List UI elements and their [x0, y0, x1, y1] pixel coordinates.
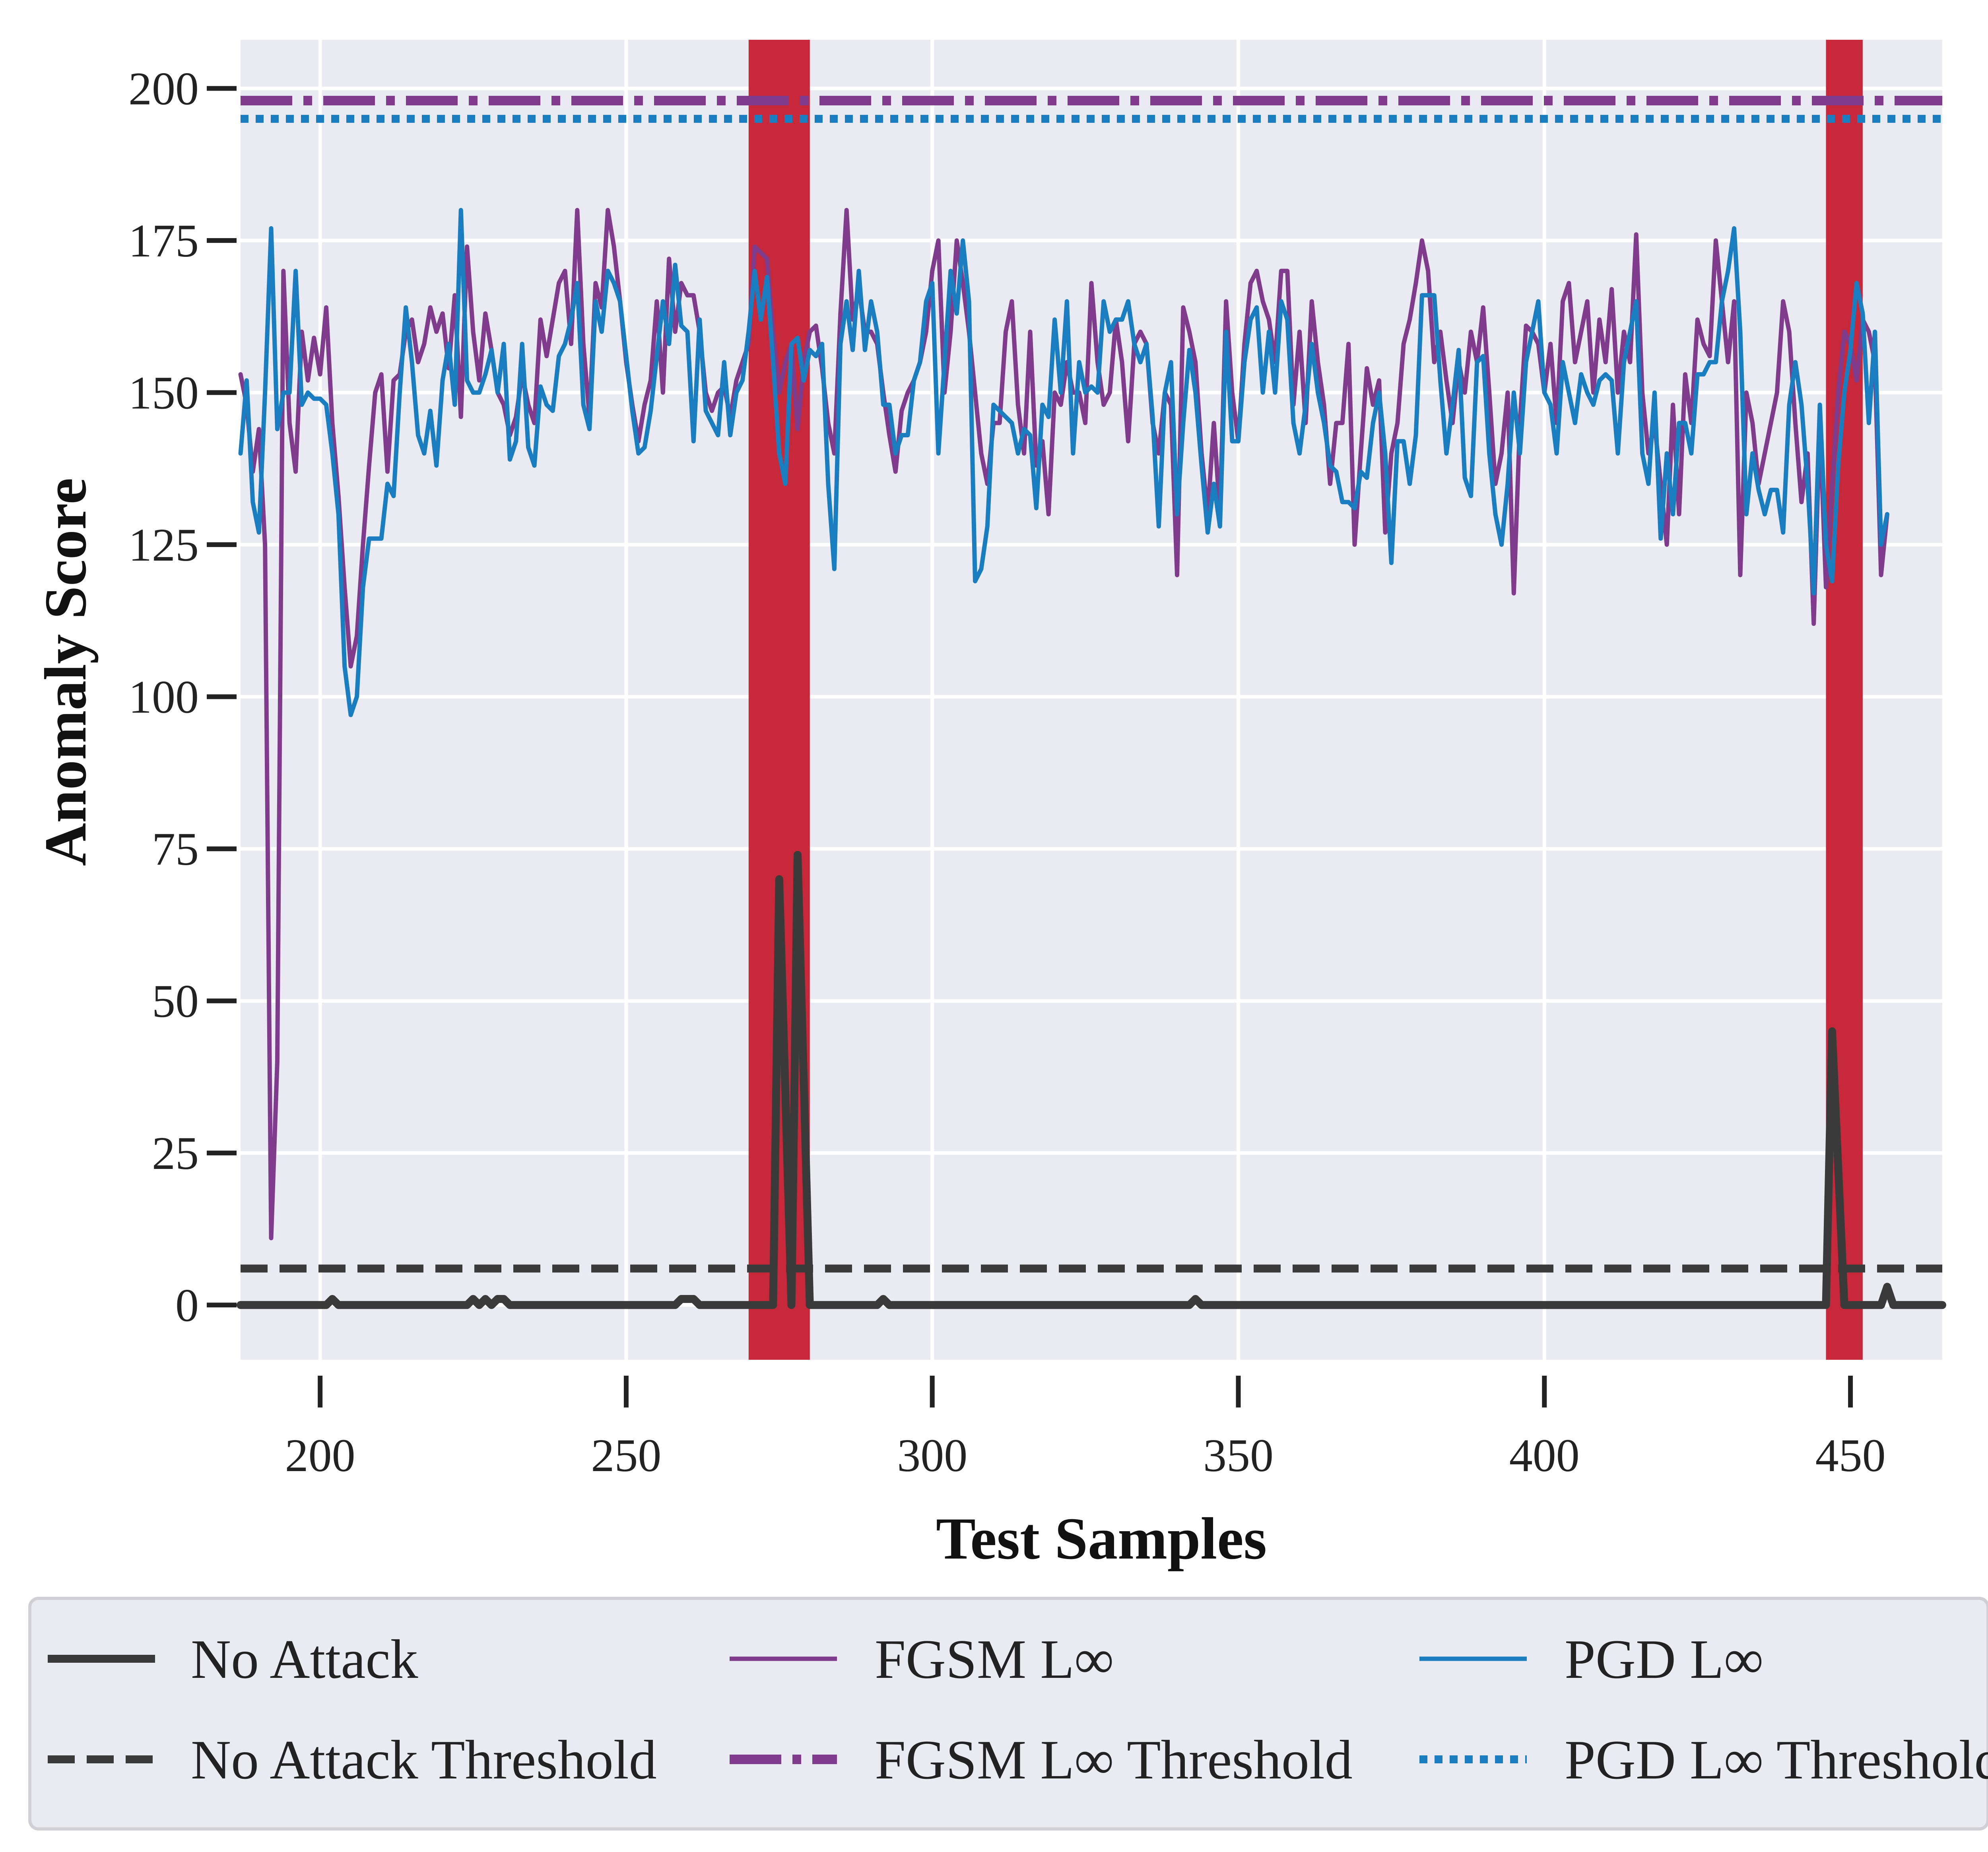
legend-label-no-attack-threshold: No Attack Threshold — [191, 1729, 657, 1791]
series-line-fgsm-l — [238, 208, 1889, 1240]
y-axis-title: Anomaly Score — [33, 478, 99, 866]
y-tick-label-175: 175 — [128, 215, 199, 267]
series-lines — [237, 95, 1946, 1309]
x-axis-title: Test Samples — [936, 1506, 1267, 1572]
axes: 0 25 50 75 100 125 150 175 200 200 250 300 350 400 450 — [128, 62, 1886, 1481]
x-tick-label-250: 250 — [591, 1429, 661, 1481]
legend-label-fgsm: FGSM L∞ — [875, 1629, 1114, 1690]
series-line-pgd-l — [238, 208, 1889, 717]
plot-background — [241, 40, 1942, 1360]
legend-label-pgd-threshold: PGD L∞ Threshold — [1565, 1729, 1988, 1791]
legend: No Attack No Attack Threshold FGSM L∞ FG… — [28, 1597, 1988, 1831]
x-tick-label-450: 450 — [1815, 1429, 1886, 1481]
y-tick-label-25: 25 — [152, 1127, 199, 1179]
x-tick-label-400: 400 — [1509, 1429, 1580, 1481]
y-tick-label-200: 200 — [128, 62, 199, 115]
attack-region-1 — [748, 40, 810, 1360]
legend-label-fgsm-threshold: FGSM L∞ Threshold — [875, 1729, 1353, 1791]
y-tick-label-0: 0 — [175, 1279, 199, 1331]
legend-label-pgd: PGD L∞ — [1565, 1629, 1763, 1690]
y-tick-label-50: 50 — [152, 975, 199, 1027]
legend-label-no-attack: No Attack — [191, 1629, 418, 1690]
legend-box — [28, 1597, 1988, 1831]
x-tick-label-350: 350 — [1203, 1429, 1274, 1481]
y-tick-label-125: 125 — [128, 519, 199, 571]
y-tick-label-75: 75 — [152, 823, 199, 875]
y-tick-label-100: 100 — [128, 671, 199, 723]
x-tick-label-300: 300 — [897, 1429, 967, 1481]
series-line-no-attack — [237, 851, 1946, 1309]
x-tick-label-200: 200 — [285, 1429, 355, 1481]
y-tick-label-150: 150 — [128, 367, 199, 419]
